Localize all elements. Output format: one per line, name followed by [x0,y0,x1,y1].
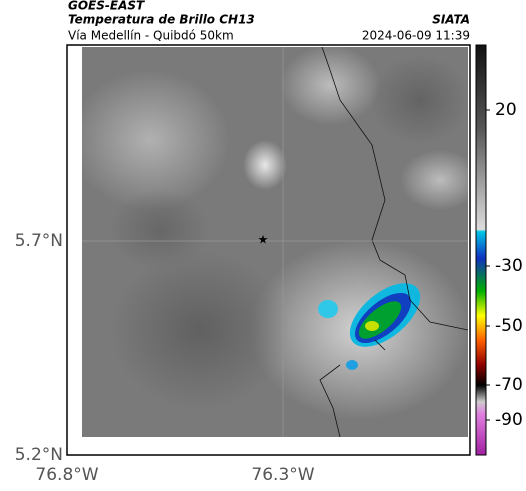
lon-tick-label: 76.8°W [35,465,98,485]
colorbar-label: -70 [495,375,523,395]
route: Vía Medellín - Quibdó 50km [68,29,234,43]
lon-tick-label: 76.3°W [251,465,314,485]
colorbar-label: -50 [495,316,523,336]
satellite-image [82,47,468,437]
colorbar [475,44,487,456]
colorbar-label: 20 [495,100,517,120]
colorbar-label: -90 [495,410,523,430]
source: SIATA [432,13,470,27]
colorbar-label: -30 [495,256,523,276]
city-marker: ★ [258,233,269,247]
colorbar-ticks [486,109,490,421]
lat-tick-label: 5.7°N [15,231,63,251]
datetime: 2024-06-09 11:39 [362,29,470,43]
subtitle: Temperatura de Brillo CH13 [68,13,255,27]
lat-tick-label: 5.2°N [15,445,63,465]
map-frame [66,44,471,456]
title: GOES-EAST [68,0,145,13]
